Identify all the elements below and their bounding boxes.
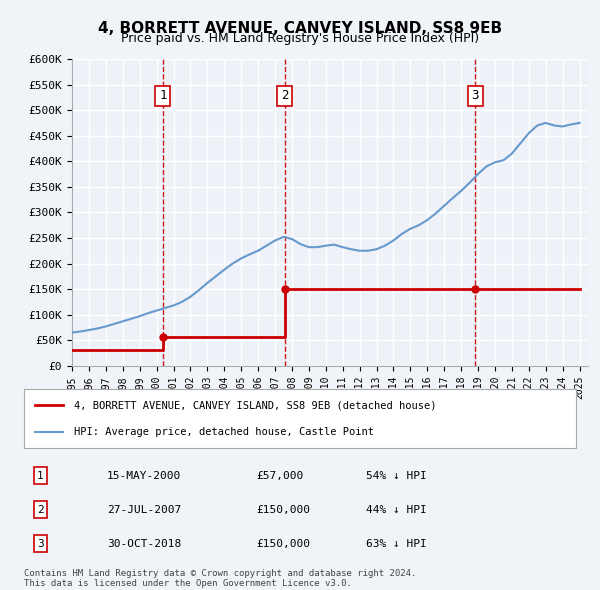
Text: £57,000: £57,000 xyxy=(256,471,303,480)
Text: 3: 3 xyxy=(37,539,44,549)
Text: 30-OCT-2018: 30-OCT-2018 xyxy=(107,539,181,549)
Text: 63% ↓ HPI: 63% ↓ HPI xyxy=(366,539,427,549)
Text: £150,000: £150,000 xyxy=(256,539,310,549)
Text: 2: 2 xyxy=(37,504,44,514)
Text: 4, BORRETT AVENUE, CANVEY ISLAND, SS8 9EB (detached house): 4, BORRETT AVENUE, CANVEY ISLAND, SS8 9E… xyxy=(74,401,436,410)
Text: 2: 2 xyxy=(281,89,289,102)
Text: This data is licensed under the Open Government Licence v3.0.: This data is licensed under the Open Gov… xyxy=(24,579,352,588)
Text: 15-MAY-2000: 15-MAY-2000 xyxy=(107,471,181,480)
Text: £150,000: £150,000 xyxy=(256,504,310,514)
Text: 44% ↓ HPI: 44% ↓ HPI xyxy=(366,504,427,514)
Text: 54% ↓ HPI: 54% ↓ HPI xyxy=(366,471,427,480)
Text: 1: 1 xyxy=(37,471,44,480)
Text: 4, BORRETT AVENUE, CANVEY ISLAND, SS8 9EB: 4, BORRETT AVENUE, CANVEY ISLAND, SS8 9E… xyxy=(98,21,502,35)
Text: 1: 1 xyxy=(159,89,167,102)
Text: HPI: Average price, detached house, Castle Point: HPI: Average price, detached house, Cast… xyxy=(74,428,374,437)
Text: Contains HM Land Registry data © Crown copyright and database right 2024.: Contains HM Land Registry data © Crown c… xyxy=(24,569,416,578)
Text: 27-JUL-2007: 27-JUL-2007 xyxy=(107,504,181,514)
Text: Price paid vs. HM Land Registry's House Price Index (HPI): Price paid vs. HM Land Registry's House … xyxy=(121,32,479,45)
Text: 3: 3 xyxy=(472,89,479,102)
